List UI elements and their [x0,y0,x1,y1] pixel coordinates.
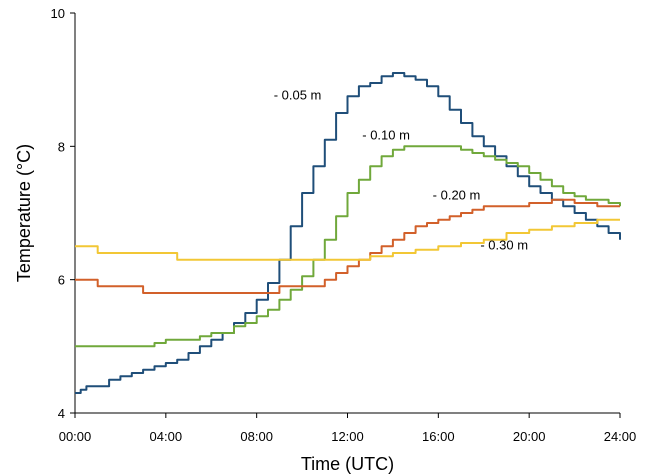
x-tick-label: 08:00 [240,429,273,444]
series-lines [75,72,621,394]
x-tick-label: 00:00 [59,429,92,444]
series-labels: - 0.05 m - 0.10 m - 0.20 m - 0.30 m [274,88,528,253]
series-label-4: - 0.30 m [480,238,528,253]
y-tick-label: 4 [58,406,65,421]
y-tick-label: 10 [51,6,65,21]
x-axis-title: Time (UTC) [301,454,394,474]
x-tick-label: 04:00 [150,429,183,444]
x-tick-label: 16:00 [422,429,455,444]
series-label-1: - 0.05 m [274,88,322,103]
y-tick-label: 6 [58,273,65,288]
x-tick-label: 24:00 [604,429,637,444]
series-line-3 [75,198,620,294]
x-ticks: 00:00 04:00 08:00 12:00 16:00 20:00 24:00 [59,413,637,444]
y-ticks: 4 6 8 10 [51,6,75,421]
series-line-1 [75,72,621,394]
y-axis-title: Temperature (°C) [14,144,34,282]
series-line-2 [75,145,621,348]
y-tick-label: 8 [58,139,65,154]
series-label-2: - 0.10 m [362,128,410,143]
x-tick-label: 20:00 [513,429,546,444]
series-line-4 [75,218,620,261]
x-tick-label: 12:00 [331,429,364,444]
series-label-3: - 0.20 m [433,188,481,203]
